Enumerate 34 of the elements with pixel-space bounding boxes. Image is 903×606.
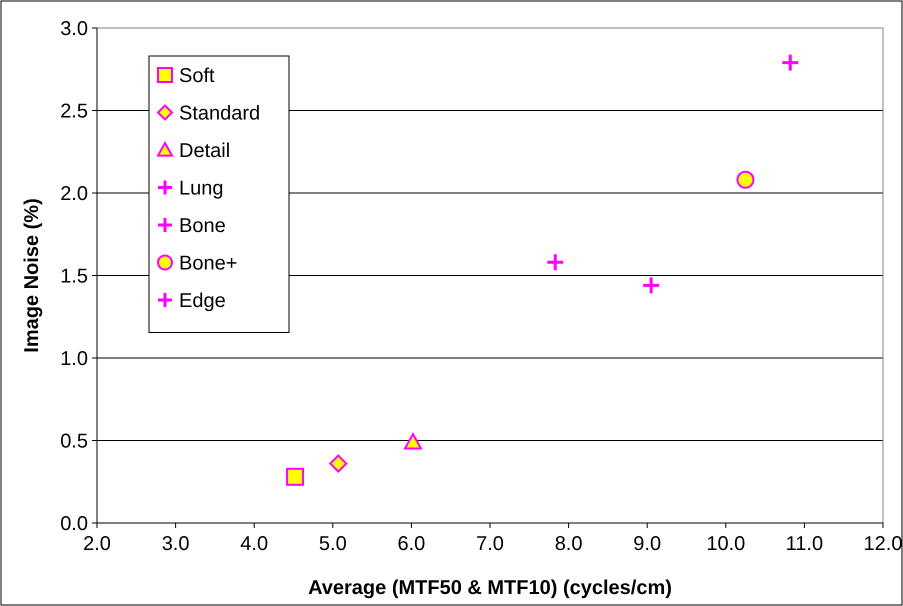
x-tick-label: 10.0	[706, 533, 746, 555]
x-tick-label: 3.0	[162, 533, 190, 555]
y-tick-label: 3.0	[60, 18, 88, 40]
y-axis-title: Image Noise (%)	[21, 198, 43, 353]
y-tick-label: 2.5	[60, 100, 88, 122]
legend-label: Standard	[179, 102, 260, 124]
y-tick-label: 2.0	[60, 183, 88, 205]
y-tick-label: 1.0	[60, 348, 88, 370]
x-tick-label: 9.0	[633, 533, 662, 555]
x-tick-label: 8.0	[554, 533, 583, 555]
legend-label: Detail	[179, 140, 230, 162]
point	[404, 433, 422, 450]
point	[286, 468, 304, 486]
legend-label: Lung	[179, 178, 224, 200]
x-tick-label: 4.0	[240, 533, 268, 555]
point	[546, 252, 565, 272]
x-axis-title: Average (MTF50 & MTF10) (cycles/cm)	[308, 577, 672, 599]
y-tick-label: 1.5	[60, 266, 88, 288]
y-tick-label: 0.5	[60, 430, 88, 452]
x-tick-label: 7.0	[476, 533, 504, 555]
x-tick-label: 5.0	[318, 533, 347, 555]
legend-label: Bone+	[179, 252, 238, 274]
x-tick-label: 6.0	[397, 533, 426, 555]
x-tick-label: 11.0	[786, 533, 824, 555]
point	[329, 454, 348, 473]
legend-label: Soft	[179, 65, 216, 87]
x-tick-label: 12.0	[864, 533, 902, 555]
legend-label: Edge	[179, 290, 226, 312]
legend-label: Bone	[179, 215, 226, 237]
point	[736, 170, 754, 189]
point	[642, 276, 661, 295]
y-tick-label: 0.0	[60, 513, 88, 535]
x-tick-label: 2.0	[83, 533, 111, 555]
point	[780, 53, 800, 72]
